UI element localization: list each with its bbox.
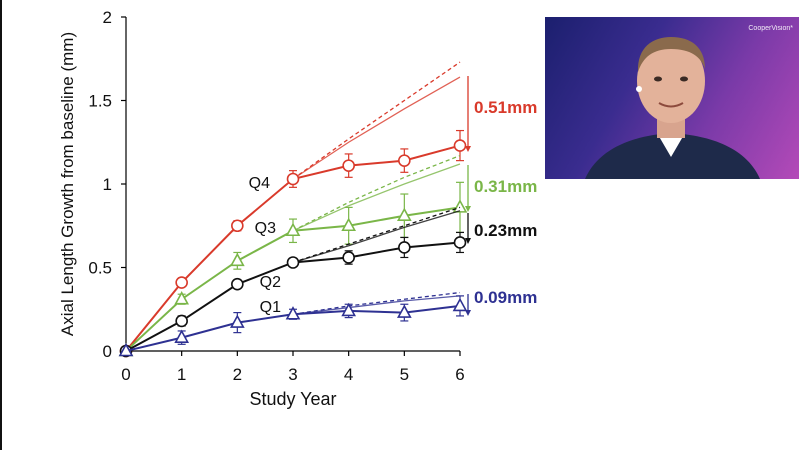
y-tick-label: 2 xyxy=(103,8,112,27)
x-tick-label: 5 xyxy=(400,365,409,384)
y-tick-label: 0.5 xyxy=(88,259,112,278)
data-point xyxy=(453,236,467,249)
y-tick-label: 1.5 xyxy=(88,92,112,111)
reduction-arrow-head xyxy=(465,310,471,316)
reduction-label: 0.31mm xyxy=(474,177,537,196)
reduction-label: 0.51mm xyxy=(474,98,537,117)
data-point xyxy=(286,172,300,186)
data-point xyxy=(342,251,355,264)
projection-solid-line xyxy=(292,295,461,315)
series-q1 xyxy=(118,291,471,357)
data-point xyxy=(341,217,357,232)
series-name-label: Q1 xyxy=(260,299,281,316)
data-point xyxy=(341,302,357,317)
data-point xyxy=(452,199,468,213)
data-point xyxy=(229,314,245,328)
data-point xyxy=(285,306,301,320)
y-axis-label: Axial Length Growth from baseline (mm) xyxy=(58,32,77,336)
data-point xyxy=(396,304,412,318)
presenter-video-feed: CooperVision* xyxy=(545,17,799,179)
series-name-label: Q3 xyxy=(255,220,276,237)
x-tick-label: 2 xyxy=(233,365,242,384)
y-tick-label: 1 xyxy=(103,175,112,194)
data-point xyxy=(342,159,355,172)
series-q3 xyxy=(118,155,471,357)
x-tick-label: 4 xyxy=(344,365,353,384)
data-point xyxy=(398,241,411,254)
reduction-label: 0.23mm xyxy=(474,221,537,240)
data-point xyxy=(452,297,468,312)
slide-left-border xyxy=(0,0,2,450)
data-point xyxy=(229,252,245,267)
x-tick-label: 3 xyxy=(288,365,297,384)
data-point xyxy=(286,256,300,269)
data-point xyxy=(231,219,244,233)
data-point xyxy=(398,154,411,167)
projection-dashed-line xyxy=(292,155,461,232)
x-tick-label: 6 xyxy=(455,365,464,384)
series-name-label: Q2 xyxy=(260,274,281,291)
reduction-arrow-head xyxy=(465,238,471,244)
x-tick-label: 0 xyxy=(121,365,130,384)
data-point xyxy=(175,314,188,328)
projection-solid-line xyxy=(292,210,461,264)
series-q2 xyxy=(119,206,471,358)
brand-logo-text: CooperVision* xyxy=(748,25,793,32)
x-axis-label: Study Year xyxy=(249,389,336,409)
series-q4 xyxy=(119,61,471,358)
reduction-arrow-head xyxy=(465,146,471,152)
projection-dashed-line xyxy=(292,291,461,315)
data-point xyxy=(231,277,244,291)
data-point xyxy=(453,139,467,152)
data-point xyxy=(118,342,134,357)
data-point xyxy=(175,276,188,289)
data-point xyxy=(396,207,412,222)
reduction-label: 0.09mm xyxy=(474,288,537,307)
series-name-label: Q4 xyxy=(249,175,270,192)
reduction-arrow-head xyxy=(465,206,471,212)
projection-dashed-line xyxy=(292,61,461,180)
x-tick-label: 1 xyxy=(177,365,186,384)
projection-dashed-line xyxy=(292,206,461,264)
projection-solid-line xyxy=(292,76,461,180)
data-point xyxy=(174,291,190,305)
y-tick-label: 0 xyxy=(103,342,112,361)
axial-length-chart: 0 0.5 1 1.5 2 0 1 2 3 4 5 6 Study Year Axial Length G… xyxy=(58,8,537,409)
data-point xyxy=(174,329,190,343)
data-point xyxy=(285,222,301,237)
projection-solid-line xyxy=(292,163,461,232)
presenter-figure xyxy=(585,37,760,179)
